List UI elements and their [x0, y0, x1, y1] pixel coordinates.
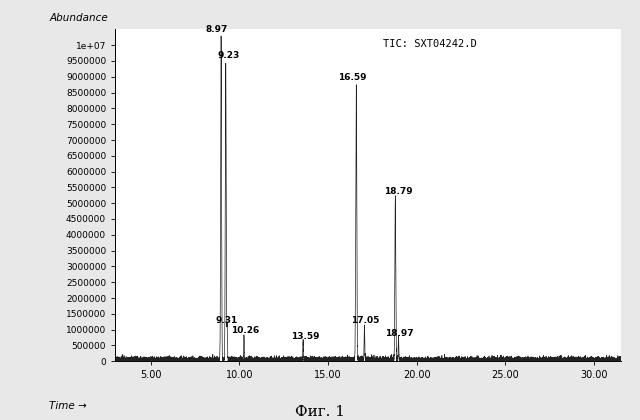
Text: TIC: SXT04242.D: TIC: SXT04242.D: [383, 39, 477, 50]
Text: 8.97: 8.97: [205, 25, 228, 34]
Text: 9.23: 9.23: [218, 51, 240, 60]
Text: 16.59: 16.59: [338, 73, 366, 81]
Text: 18.97: 18.97: [385, 329, 413, 338]
Text: Abundance: Abundance: [49, 13, 108, 23]
Text: 18.79: 18.79: [383, 187, 412, 196]
Text: 9.31: 9.31: [215, 317, 237, 326]
Text: 10.26: 10.26: [231, 326, 259, 335]
Text: Time →: Time →: [49, 401, 87, 411]
Text: Фиг. 1: Фиг. 1: [295, 405, 345, 419]
Text: 13.59: 13.59: [291, 332, 319, 341]
Text: 17.05: 17.05: [351, 317, 380, 326]
